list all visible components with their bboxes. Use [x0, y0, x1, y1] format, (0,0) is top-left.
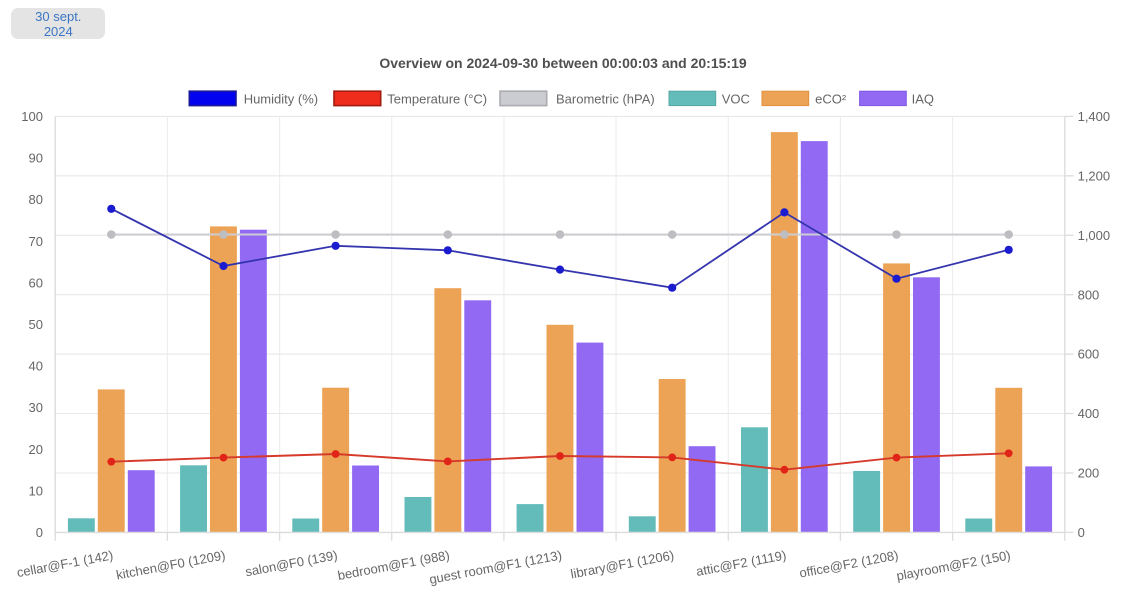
svg-text:1,200: 1,200 [1078, 168, 1111, 183]
svg-text:20: 20 [29, 442, 43, 457]
svg-text:70: 70 [29, 234, 43, 249]
svg-text:400: 400 [1078, 406, 1100, 421]
svg-text:800: 800 [1078, 287, 1100, 302]
svg-text:library@F1 (1206): library@F1 (1206) [569, 547, 675, 581]
svg-text:playroom@F2 (150): playroom@F2 (150) [895, 547, 1012, 583]
svg-text:attic@F2 (1119): attic@F2 (1119) [695, 547, 788, 579]
svg-text:0: 0 [36, 525, 43, 540]
svg-text:office@F2 (1208): office@F2 (1208) [798, 547, 899, 580]
svg-text:80: 80 [29, 192, 43, 207]
svg-text:90: 90 [29, 151, 43, 166]
svg-text:30: 30 [29, 400, 43, 415]
svg-text:1,400: 1,400 [1078, 109, 1111, 124]
svg-text:eCO²: eCO² [815, 91, 847, 106]
svg-text:200: 200 [1078, 466, 1100, 481]
svg-text:60: 60 [29, 275, 43, 290]
svg-text:Humidity (%): Humidity (%) [244, 91, 318, 106]
svg-text:cellar@F-1 (142): cellar@F-1 (142) [16, 547, 115, 580]
svg-text:IAQ: IAQ [912, 91, 934, 106]
svg-text:VOC: VOC [722, 91, 750, 106]
svg-text:Barometric (hPA): Barometric (hPA) [556, 91, 655, 106]
svg-text:40: 40 [29, 359, 43, 374]
svg-text:100: 100 [21, 109, 43, 124]
svg-text:Temperature (°C): Temperature (°C) [387, 91, 487, 106]
svg-text:600: 600 [1078, 347, 1100, 362]
svg-text:kitchen@F0 (1209): kitchen@F0 (1209) [115, 547, 227, 582]
svg-text:salon@F0 (139): salon@F0 (139) [244, 547, 339, 579]
svg-text:0: 0 [1078, 525, 1085, 540]
svg-text:10: 10 [29, 483, 43, 498]
svg-text:Overview on 2024-09-30 between: Overview on 2024-09-30 between 00:00:03 … [379, 55, 747, 71]
svg-text:1,000: 1,000 [1078, 228, 1111, 243]
svg-text:50: 50 [29, 317, 43, 332]
